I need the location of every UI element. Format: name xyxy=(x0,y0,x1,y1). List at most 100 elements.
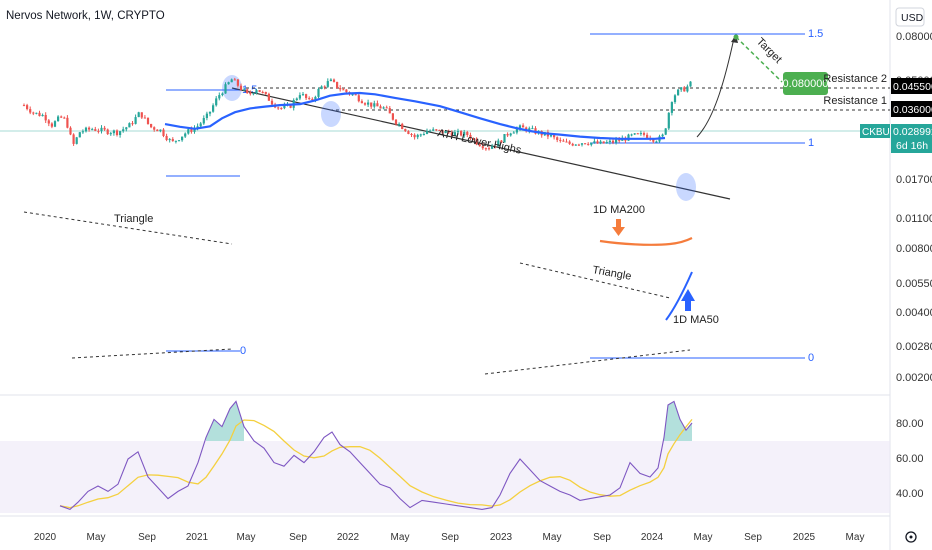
x-tick-label: 2022 xyxy=(337,532,360,543)
x-tick-label: Sep xyxy=(138,532,156,543)
candle-body xyxy=(639,133,642,135)
candle-body xyxy=(667,112,670,129)
candle-body xyxy=(342,89,345,91)
candle-body xyxy=(249,93,252,95)
rsi-tick-40: 40.00 xyxy=(896,488,924,500)
rsi-band xyxy=(0,441,890,513)
candle-body xyxy=(413,134,416,138)
candle-body xyxy=(277,107,280,109)
candle-body xyxy=(115,130,119,135)
candle-body xyxy=(509,133,512,136)
candle-body xyxy=(326,81,329,87)
candle-body xyxy=(320,86,323,90)
x-tick-label: 2024 xyxy=(641,532,664,543)
candle-body xyxy=(246,89,249,94)
x-tick-label: 2023 xyxy=(490,532,513,543)
candle-body xyxy=(336,81,339,88)
candle-body xyxy=(329,79,332,82)
candle-body xyxy=(605,142,608,144)
candle-body xyxy=(515,128,518,133)
candle-body xyxy=(618,139,621,141)
candle-body xyxy=(181,136,184,141)
candle-body xyxy=(339,87,342,90)
candle-body xyxy=(60,116,63,118)
candle-body xyxy=(137,112,140,118)
rsi-ma-line xyxy=(59,418,693,509)
candle-body xyxy=(506,134,509,136)
triangle-2023 xyxy=(484,262,691,375)
candle-body xyxy=(171,139,174,142)
ma50-projection xyxy=(665,271,693,321)
candle-body xyxy=(646,134,649,139)
candle-body xyxy=(571,143,574,146)
candle-body xyxy=(212,105,215,112)
candle-body xyxy=(484,148,487,150)
candle-body xyxy=(670,102,673,113)
candle-body xyxy=(438,129,441,131)
candle-body xyxy=(140,112,143,118)
candle-body xyxy=(615,139,618,143)
candle-body xyxy=(568,141,571,144)
candle-body xyxy=(549,135,553,137)
candle-body xyxy=(252,93,255,95)
candle-body xyxy=(128,123,131,128)
target-point xyxy=(733,34,739,40)
candle-body xyxy=(456,131,460,133)
x-tick-label: May xyxy=(846,532,865,543)
candle-body xyxy=(26,105,29,110)
y-tick-00055: 0.005500 xyxy=(896,278,932,290)
candle-body xyxy=(376,103,379,107)
candle-body xyxy=(429,130,432,132)
candles xyxy=(22,77,692,151)
candle-body xyxy=(78,132,81,138)
candle-body xyxy=(466,131,469,135)
candle-body xyxy=(75,137,78,144)
candle-body xyxy=(584,143,587,145)
candle-body xyxy=(332,79,336,82)
resistance-1-price: 0.036000 xyxy=(893,104,932,116)
x-tick-label: May xyxy=(694,532,713,543)
candle-body xyxy=(435,129,438,131)
candle-body xyxy=(416,134,419,138)
target-box[interactable] xyxy=(783,72,828,95)
time-axis: 2020 May Sep 2021 May Sep 2022 May Sep 2023 May Sep… xyxy=(34,532,865,543)
candle-body xyxy=(47,120,50,124)
candle-body xyxy=(385,107,388,109)
candle-body xyxy=(677,89,680,96)
candle-body xyxy=(611,140,615,143)
candle-body xyxy=(562,140,565,142)
x-tick-label: 2021 xyxy=(186,532,209,543)
rsi-tick-80: 80.00 xyxy=(896,418,924,430)
candle-body xyxy=(41,114,44,117)
candle-body xyxy=(596,141,599,144)
fib-2021-label-zero: 0 xyxy=(240,345,246,357)
fib-2024-label-one: 1 xyxy=(808,137,814,149)
candle-body xyxy=(267,93,270,101)
settings-icon[interactable] xyxy=(905,531,917,543)
usd-button[interactable]: USD xyxy=(895,7,925,27)
candle-body xyxy=(84,127,88,132)
y-tick-0002: 0.002000 xyxy=(896,372,932,384)
candle-body xyxy=(357,95,360,102)
candle-body xyxy=(289,104,292,108)
rsi-axis: 80.00 60.00 40.00 xyxy=(896,418,924,500)
candle-body xyxy=(184,133,187,137)
candle-body xyxy=(577,144,580,146)
candle-body xyxy=(469,134,472,139)
candle-body xyxy=(472,138,475,140)
candle-body xyxy=(503,134,506,143)
candle-body xyxy=(599,141,602,144)
candle-body xyxy=(298,95,301,99)
ma200-line xyxy=(599,237,693,246)
candle-body xyxy=(590,142,593,145)
candle-body xyxy=(150,123,153,128)
candle-body xyxy=(475,138,478,145)
ath-lower-highs-line xyxy=(231,87,731,200)
candle-body xyxy=(221,93,224,96)
candle-body xyxy=(444,130,447,134)
candle-body xyxy=(661,134,664,137)
candle-body xyxy=(162,129,165,136)
candle-body xyxy=(156,129,159,132)
symbol-tag-box xyxy=(860,124,890,138)
